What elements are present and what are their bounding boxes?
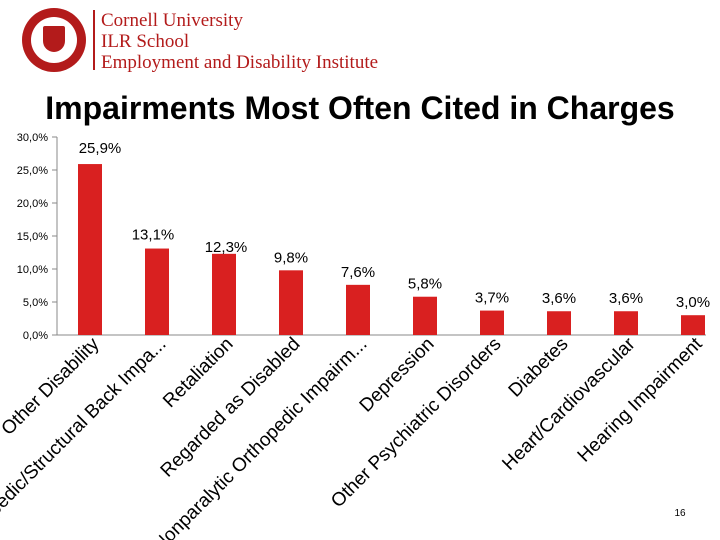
data-label: 9,8% (274, 249, 308, 266)
school-name: ILR School (101, 31, 190, 52)
data-label: 12,3% (205, 239, 248, 256)
bar (279, 270, 303, 335)
cornell-seal-icon (22, 8, 86, 72)
bar (413, 296, 437, 335)
y-tick-label: 25,0% (17, 165, 48, 177)
data-label: 3,6% (609, 290, 643, 307)
data-label: 13,1% (132, 227, 175, 244)
y-tick-label: 30,0% (17, 132, 48, 144)
data-label: 7,6% (341, 264, 375, 281)
chart-title: Impairments Most Often Cited in Charges (45, 90, 675, 126)
bar (212, 253, 236, 335)
data-label: 3,6% (542, 290, 576, 307)
y-tick-label: 15,0% (17, 231, 48, 243)
bar (614, 311, 638, 335)
institute-name: Employment and Disability Institute (101, 52, 379, 73)
y-tick-label: 20,0% (17, 198, 48, 210)
bar (78, 164, 102, 335)
data-label: 3,0% (676, 294, 710, 311)
y-tick-label: 5,0% (23, 297, 48, 309)
y-tick-label: 0,0% (23, 330, 48, 342)
header-divider (93, 10, 95, 70)
bar (346, 284, 370, 335)
data-label: 5,8% (408, 276, 442, 293)
page-number: 16 (674, 508, 686, 519)
slide-header: Cornell University ILR School Employment… (0, 0, 720, 78)
bar (480, 310, 504, 335)
bar (145, 248, 169, 335)
category-label: Heart/Cardiovascular (498, 333, 640, 475)
y-tick-label: 10,0% (17, 264, 48, 276)
category-label: Hearing Impairment (574, 333, 707, 466)
bar (681, 315, 705, 335)
category-label: Diabetes (505, 334, 573, 402)
university-name: Cornell University (101, 10, 243, 31)
bar (547, 311, 571, 335)
data-label: 3,7% (475, 290, 509, 307)
data-label: 25,9% (79, 140, 122, 157)
